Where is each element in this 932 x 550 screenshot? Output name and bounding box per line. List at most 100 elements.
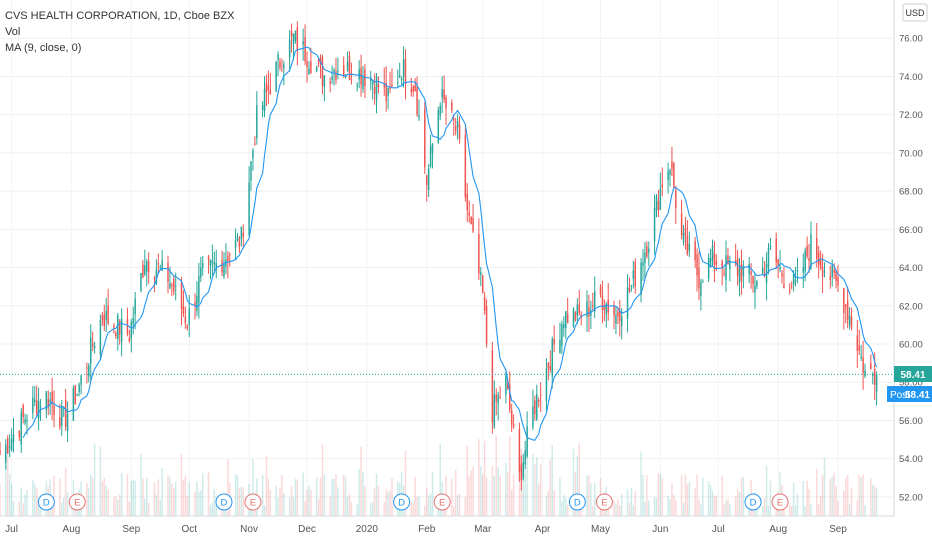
volume-bar — [211, 502, 214, 516]
volume-bar — [34, 484, 36, 516]
volume-bar — [296, 479, 299, 516]
candle-body — [331, 76, 333, 80]
volume-bar — [721, 475, 723, 516]
dividend-marker[interactable]: D — [215, 493, 233, 511]
earnings-marker[interactable]: E — [595, 493, 613, 511]
volume-legend[interactable]: Vol — [5, 26, 21, 38]
candle-body — [132, 317, 134, 325]
candle-body — [856, 335, 859, 351]
dividend-marker[interactable]: D — [37, 493, 55, 511]
x-tick-label: Feb — [418, 524, 436, 535]
candle-body — [431, 143, 434, 154]
volume-bar — [147, 502, 150, 516]
dividend-marker[interactable]: D — [568, 493, 586, 511]
volume-bar — [572, 448, 575, 516]
candle-body — [22, 404, 24, 418]
volume-bar — [155, 495, 158, 516]
volume-bar — [843, 490, 845, 516]
earnings-marker[interactable]: E — [433, 493, 451, 511]
volume-bars — [0, 431, 878, 516]
volume-bar — [453, 505, 455, 516]
volume-bar — [358, 468, 360, 516]
volume-bar — [306, 489, 308, 516]
earnings-marker[interactable]: E — [244, 493, 262, 511]
candle-body — [439, 105, 441, 116]
candle-body — [51, 391, 53, 405]
volume-bar — [578, 443, 581, 516]
volume-bar — [792, 482, 795, 516]
volume-bar — [173, 488, 175, 516]
volume-bar — [628, 502, 631, 516]
volume-bar — [317, 498, 320, 516]
dividend-marker-circle — [215, 493, 233, 511]
dividend-marker[interactable]: D — [744, 493, 762, 511]
earnings-marker-circle — [595, 493, 613, 511]
candle-body — [254, 143, 256, 145]
volume-bar — [499, 476, 501, 516]
dividend-marker[interactable]: D — [393, 493, 411, 511]
volume-bar — [0, 484, 1, 516]
symbol-title[interactable]: CVS HEALTH CORPORATION, 1D, Cboe BZX — [5, 10, 235, 22]
volume-bar — [142, 478, 144, 516]
currency-button[interactable]: USD — [902, 3, 928, 22]
candle-body — [715, 261, 718, 265]
earnings-marker[interactable]: E — [771, 493, 789, 511]
volume-bar — [281, 474, 283, 516]
candle-body — [66, 413, 69, 431]
volume-bar — [213, 488, 216, 516]
volume-bar — [346, 496, 349, 516]
volume-bar — [39, 503, 42, 516]
candle-body — [333, 69, 335, 73]
volume-bar — [196, 481, 198, 516]
event-markers[interactable]: D D D D DE E E E E — [37, 493, 789, 511]
candle-body — [646, 246, 648, 257]
x-axis[interactable]: Jul Aug Sep Oct Nov Dec 2020 Feb Mar Apr May Jun Jul… — [5, 524, 847, 535]
volume-bar — [331, 478, 333, 516]
y-tick-label: 64.00 — [899, 263, 923, 274]
candle-body — [599, 286, 602, 295]
volume-bar — [418, 496, 420, 516]
candle-body — [275, 61, 277, 92]
volume-bar — [669, 499, 671, 516]
earnings-marker[interactable]: E — [68, 493, 86, 511]
post-value: 58.41 — [905, 390, 930, 401]
y-axis[interactable]: 52.00 54.00 56.00 58.00 60.00 62.00 64.00 66.00… — [899, 34, 923, 504]
candle-body — [613, 304, 615, 316]
earnings-marker-label: E — [74, 498, 80, 509]
volume-bar — [277, 497, 279, 516]
earnings-marker-circle — [244, 493, 262, 511]
volume-bar — [146, 477, 148, 516]
candle-body — [619, 310, 621, 321]
candle-body — [480, 272, 482, 275]
candle-body — [671, 161, 673, 169]
volume-bar — [194, 491, 196, 516]
volume-bar — [184, 475, 187, 516]
candle-body — [512, 424, 515, 427]
volume-bar — [806, 480, 808, 516]
candle-body — [99, 319, 102, 355]
ma-legend[interactable]: MA (9, close, 0) — [5, 42, 82, 54]
volume-bar — [796, 493, 799, 516]
candle-body — [277, 54, 279, 60]
volume-bar — [522, 470, 525, 516]
candle-body — [288, 39, 291, 58]
candle-body — [588, 307, 590, 317]
candle-body — [539, 394, 542, 396]
volume-bar — [472, 466, 474, 516]
candle-body — [532, 406, 534, 428]
volume-bar — [223, 505, 225, 516]
candle-body — [761, 267, 764, 274]
volume-bar — [115, 496, 117, 516]
candle-body — [694, 241, 696, 261]
candlesticks[interactable] — [0, 21, 878, 491]
candle-body — [49, 399, 51, 403]
volume-bar — [86, 482, 88, 516]
candle-body — [443, 89, 445, 100]
candle-body — [101, 315, 104, 320]
volume-bar — [362, 471, 364, 516]
candle-body — [626, 287, 629, 319]
candle-body — [64, 399, 67, 427]
candle-body — [375, 76, 378, 100]
